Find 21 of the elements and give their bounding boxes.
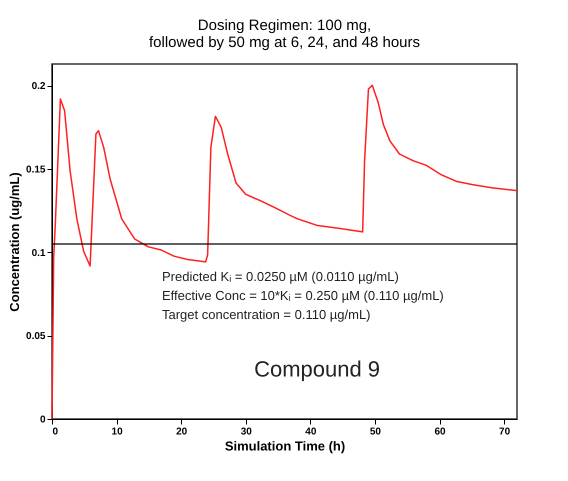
x-tick-label: 0 [52,426,58,438]
y-tick-label: 0.15 [26,164,46,176]
text: Dosing Regimen: 100 mg, [198,17,372,34]
x-tick-label: 40 [305,426,317,438]
annotation: Target concentration = 0.110 µg/mL) [162,307,371,322]
x-tick-label: 20 [176,426,188,438]
y-tick-label: 0.05 [26,331,46,342]
text: followed by 50 mg at 6, 24, and 48 hours [148,34,420,51]
x-tick-label: 30 [240,426,252,438]
x-axis-title: Simulation Time (h) [224,438,346,454]
annotation: Predicted Kᵢ = 0.0250 µM (0.0110 µg/mL) [162,269,399,284]
x-tick-label: 10 [112,426,124,438]
y-tick-label: 0 [40,414,46,426]
x-tick-label: 50 [370,426,382,438]
y-tick-label: 0.2 [32,81,46,92]
annotation: Effective Conc = 10*Kᵢ = 0.250 µM (0.110 µg/mL) [162,288,444,303]
x-tick-label: 60 [434,426,446,438]
y-axis-title: Concentration (ug/mL) [7,172,22,312]
x-tick-label: 70 [499,426,511,438]
annotation: Compound 9 [254,356,380,382]
y-tick-label: 0.1 [32,248,46,259]
